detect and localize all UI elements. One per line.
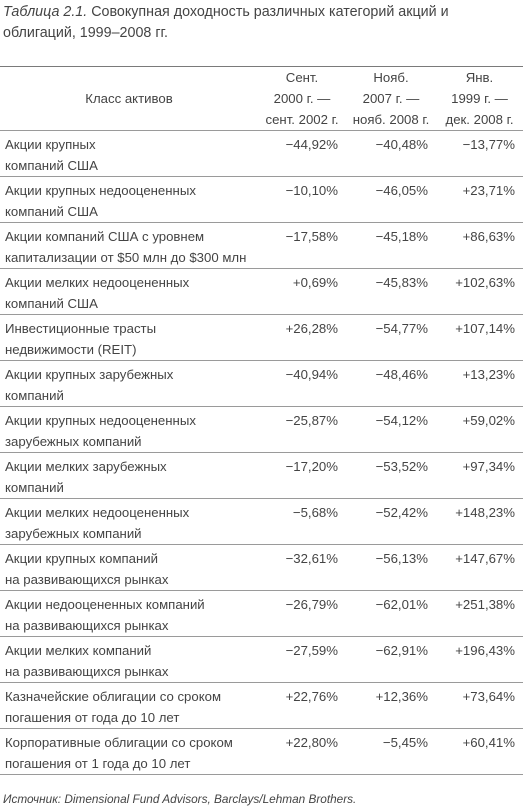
return-value-cell: +26,28%	[258, 314, 346, 361]
table-row: Акции компаний США с уровнем капитализац…	[0, 222, 523, 269]
table-row: Инвестиционные трасты недвижимости (REIT…	[0, 314, 523, 361]
return-value-cell: +86,63%	[436, 222, 523, 269]
caption-text: Совокупная доходность различных категори…	[3, 4, 449, 41]
table-row: Казначейские облигации со сроком погашен…	[0, 682, 523, 729]
table-row: Акции крупных зарубежных компаний −40,94%…	[0, 360, 523, 407]
return-value-cell: −52,42%	[346, 498, 436, 545]
asset-class-cell: Акции мелких недооцененных компаний США	[0, 268, 258, 315]
asset-class-cell: Казначейские облигации со сроком погашен…	[0, 682, 258, 729]
table-row: Акции крупных компаний США −44,92% −40,48%…	[0, 130, 523, 177]
header-period-2007-2008: Нояб. 2007 г. — нояб. 2008 г.	[346, 66, 436, 131]
return-value-cell: +147,67%	[436, 544, 523, 591]
returns-table: Класс активов Сент. 2000 г. — сент. 2002…	[0, 66, 523, 775]
asset-class-cell: Акции крупных недооцененных компаний США	[0, 176, 258, 223]
table-row: Акции крупных компаний на развивающихся …	[0, 544, 523, 591]
header-asset-class: Класс активов	[0, 66, 258, 131]
asset-class-cell: Акции мелких недооцененных зарубежных ко…	[0, 498, 258, 545]
return-value-cell: +148,23%	[436, 498, 523, 545]
table-row: Акции недооцененных компаний на развиваю…	[0, 590, 523, 637]
return-value-cell: +13,23%	[436, 360, 523, 407]
return-value-cell: +22,76%	[258, 682, 346, 729]
table-row: Акции мелких недооцененных зарубежных ко…	[0, 498, 523, 545]
return-value-cell: −26,79%	[258, 590, 346, 637]
return-value-cell: +0,69%	[258, 268, 346, 315]
return-value-cell: −54,12%	[346, 406, 436, 453]
table-row: Корпоративные облигации со сроком погаше…	[0, 728, 523, 775]
return-value-cell: −32,61%	[258, 544, 346, 591]
return-value-cell: +12,36%	[346, 682, 436, 729]
source-note: Источник: Dimensional Fund Advisors, Bar…	[3, 792, 357, 806]
return-value-cell: −10,10%	[258, 176, 346, 223]
asset-class-cell: Акции крупных компаний США	[0, 130, 258, 177]
return-value-cell: +97,34%	[436, 452, 523, 499]
table-row: Акции крупных недооцененных зарубежных к…	[0, 406, 523, 453]
return-value-cell: −54,77%	[346, 314, 436, 361]
return-value-cell: −44,92%	[258, 130, 346, 177]
return-value-cell: +102,63%	[436, 268, 523, 315]
asset-class-cell: Акции крупных компаний на развивающихся …	[0, 544, 258, 591]
return-value-cell: −45,83%	[346, 268, 436, 315]
asset-class-cell: Корпоративные облигации со сроком погаше…	[0, 728, 258, 775]
return-value-cell: −5,68%	[258, 498, 346, 545]
return-value-cell: +73,64%	[436, 682, 523, 729]
table-row: Акции мелких недооцененных компаний США +…	[0, 268, 523, 315]
return-value-cell: +22,80%	[258, 728, 346, 775]
table-body: Акции крупных компаний США −44,92% −40,48%…	[0, 130, 523, 775]
return-value-cell: −40,94%	[258, 360, 346, 407]
return-value-cell: −48,46%	[346, 360, 436, 407]
return-value-cell: +251,38%	[436, 590, 523, 637]
table-row: Акции мелких компаний на развивающихся р…	[0, 636, 523, 683]
asset-class-cell: Акции компаний США с уровнем капитализац…	[0, 222, 258, 269]
return-value-cell: −27,59%	[258, 636, 346, 683]
return-value-cell: +60,41%	[436, 728, 523, 775]
return-value-cell: +59,02%	[436, 406, 523, 453]
table-row: Акции крупных недооцененных компаний США…	[0, 176, 523, 223]
return-value-cell: −17,58%	[258, 222, 346, 269]
asset-class-cell: Акции мелких зарубежных компаний	[0, 452, 258, 499]
return-value-cell: −46,05%	[346, 176, 436, 223]
return-value-cell: −5,45%	[346, 728, 436, 775]
table-header-row: Класс активов Сент. 2000 г. — сент. 2002…	[0, 66, 523, 131]
header-period-2000-2002: Сент. 2000 г. — сент. 2002 г.	[258, 66, 346, 131]
return-value-cell: −45,18%	[346, 222, 436, 269]
caption-label: Таблица 2.1.	[3, 4, 88, 20]
asset-class-cell: Акции недооцененных компаний на развиваю…	[0, 590, 258, 637]
return-value-cell: −40,48%	[346, 130, 436, 177]
asset-class-cell: Акции крупных зарубежных компаний	[0, 360, 258, 407]
table-caption: Таблица 2.1. Совокупная доходность разли…	[3, 2, 519, 44]
return-value-cell: +23,71%	[436, 176, 523, 223]
table-row: Акции мелких зарубежных компаний −17,20% −…	[0, 452, 523, 499]
return-value-cell: +107,14%	[436, 314, 523, 361]
return-value-cell: −56,13%	[346, 544, 436, 591]
return-value-cell: −62,91%	[346, 636, 436, 683]
header-period-1999-2008: Янв. 1999 г. — дек. 2008 г.	[436, 66, 523, 131]
return-value-cell: −17,20%	[258, 452, 346, 499]
return-value-cell: −62,01%	[346, 590, 436, 637]
asset-class-cell: Акции мелких компаний на развивающихся р…	[0, 636, 258, 683]
asset-class-cell: Инвестиционные трасты недвижимости (REIT…	[0, 314, 258, 361]
return-value-cell: +196,43%	[436, 636, 523, 683]
asset-class-cell: Акции крупных недооцененных зарубежных к…	[0, 406, 258, 453]
return-value-cell: −53,52%	[346, 452, 436, 499]
return-value-cell: −13,77%	[436, 130, 523, 177]
return-value-cell: −25,87%	[258, 406, 346, 453]
